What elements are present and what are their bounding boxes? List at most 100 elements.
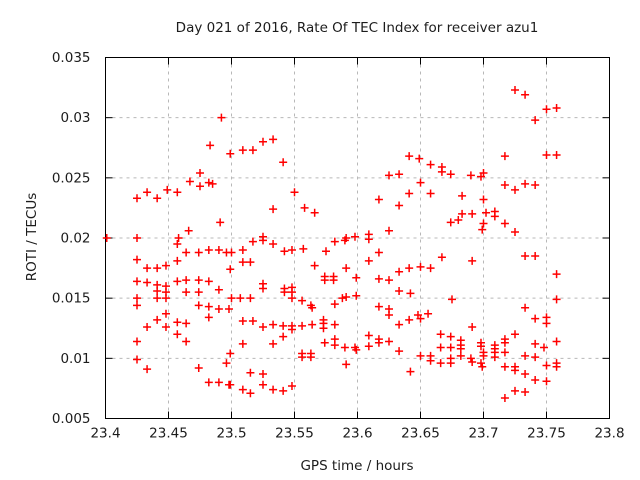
data-point bbox=[306, 353, 315, 362]
data-point bbox=[279, 386, 288, 395]
data-point bbox=[204, 313, 213, 322]
data-point bbox=[182, 276, 191, 285]
data-point bbox=[436, 330, 445, 339]
data-point bbox=[248, 146, 257, 155]
data-point bbox=[204, 378, 213, 387]
data-point bbox=[385, 337, 393, 346]
data-point bbox=[416, 314, 425, 323]
data-point bbox=[161, 323, 170, 332]
data-point bbox=[184, 226, 193, 235]
data-point bbox=[395, 170, 404, 179]
data-point bbox=[542, 150, 551, 159]
data-point bbox=[269, 240, 278, 249]
y-tick-label: 0.005 bbox=[52, 411, 91, 427]
data-point bbox=[468, 323, 477, 332]
data-point bbox=[287, 246, 296, 255]
data-point bbox=[552, 362, 561, 371]
data-point bbox=[279, 332, 288, 341]
data-point bbox=[446, 359, 455, 368]
data-point bbox=[173, 277, 182, 286]
data-point bbox=[342, 264, 351, 273]
x-tick-label: 23.65 bbox=[401, 426, 440, 442]
data-point bbox=[133, 355, 141, 364]
data-point bbox=[214, 285, 223, 294]
data-point bbox=[246, 294, 255, 303]
data-point bbox=[542, 377, 551, 386]
data-point bbox=[426, 189, 435, 198]
data-point bbox=[395, 286, 404, 295]
data-point bbox=[405, 315, 414, 324]
data-point bbox=[133, 294, 141, 303]
data-point bbox=[208, 179, 217, 188]
data-point bbox=[163, 185, 172, 194]
x-tick-label: 23.45 bbox=[149, 426, 188, 442]
data-point bbox=[364, 235, 373, 244]
data-point bbox=[352, 291, 361, 300]
data-point bbox=[405, 152, 414, 161]
data-point bbox=[319, 324, 328, 333]
data-point bbox=[500, 362, 509, 371]
data-point bbox=[143, 365, 152, 374]
data-point bbox=[350, 232, 359, 241]
data-point bbox=[405, 189, 414, 198]
data-point bbox=[342, 360, 351, 369]
data-point bbox=[226, 149, 235, 158]
data-point bbox=[194, 288, 203, 297]
data-point bbox=[204, 277, 213, 286]
data-point bbox=[385, 171, 393, 180]
data-point bbox=[143, 323, 152, 332]
data-point bbox=[248, 317, 257, 326]
data-point bbox=[206, 141, 215, 150]
data-point bbox=[446, 218, 455, 227]
data-point bbox=[552, 295, 561, 304]
data-point bbox=[173, 240, 182, 249]
data-point bbox=[330, 300, 339, 309]
data-point bbox=[479, 351, 488, 360]
data-point bbox=[161, 261, 170, 270]
y-tick-label: 0.035 bbox=[52, 50, 91, 66]
data-point bbox=[476, 359, 485, 368]
data-point bbox=[173, 256, 182, 265]
data-point bbox=[299, 244, 308, 253]
x-tick-label: 23.8 bbox=[594, 426, 624, 442]
data-point bbox=[406, 289, 415, 298]
data-point bbox=[173, 330, 182, 339]
data-point bbox=[216, 218, 225, 227]
data-point bbox=[280, 247, 289, 256]
data-point bbox=[342, 234, 351, 242]
data-point bbox=[542, 361, 551, 370]
data-point bbox=[322, 247, 330, 256]
data-point bbox=[204, 302, 213, 311]
data-point bbox=[552, 104, 561, 113]
data-point bbox=[416, 351, 425, 360]
data-point bbox=[531, 375, 540, 384]
data-point bbox=[456, 344, 465, 353]
data-point bbox=[531, 181, 540, 190]
data-point bbox=[531, 339, 540, 348]
data-point bbox=[153, 315, 162, 324]
data-point bbox=[226, 349, 235, 358]
data-point bbox=[426, 264, 435, 273]
data-point bbox=[511, 185, 519, 194]
data-point bbox=[173, 318, 182, 327]
data-point bbox=[269, 135, 278, 144]
data-point bbox=[552, 337, 561, 346]
data-point bbox=[182, 248, 191, 257]
data-point bbox=[290, 188, 299, 197]
data-point bbox=[552, 150, 561, 159]
data-point bbox=[173, 188, 182, 197]
x-tick-label: 23.5 bbox=[216, 426, 246, 442]
data-point bbox=[143, 188, 152, 197]
y-axis-label: ROTI / TECUs bbox=[24, 192, 40, 282]
data-point bbox=[364, 331, 373, 340]
data-point bbox=[511, 85, 519, 94]
data-point bbox=[320, 338, 329, 347]
data-point bbox=[405, 264, 414, 273]
data-point bbox=[500, 219, 509, 228]
data-point bbox=[330, 341, 339, 350]
x-tick-label: 23.75 bbox=[527, 426, 566, 442]
data-point bbox=[500, 394, 509, 403]
data-point bbox=[385, 311, 393, 320]
data-point bbox=[415, 154, 424, 163]
